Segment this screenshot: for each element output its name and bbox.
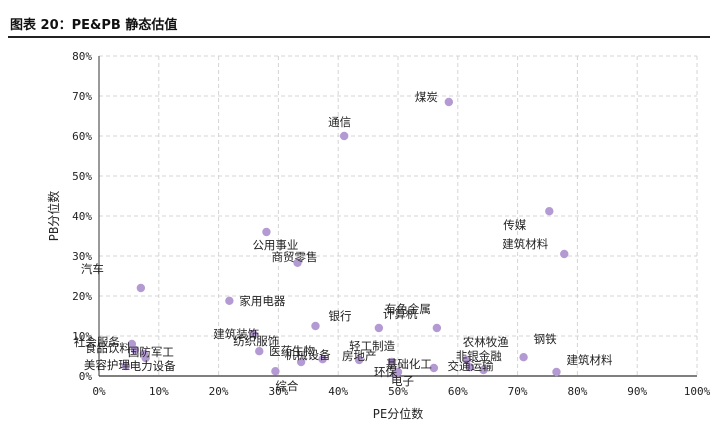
data-point — [462, 355, 471, 365]
data-point — [479, 365, 488, 375]
y-tick-label: 20% — [72, 290, 92, 303]
y-tick-labels: 0% 10% 20% 30% 40% 50% 60% 70% 80% — [72, 50, 92, 383]
x-tick-label: 20% — [209, 385, 229, 398]
point-label: 国防军工 — [128, 345, 174, 359]
point-label: 美容护理 — [84, 358, 130, 372]
y-tick-label: 10% — [72, 330, 92, 343]
chart-title: 图表 20：PE&PB 静态估值 — [10, 18, 178, 33]
data-point — [354, 355, 364, 365]
data-point — [318, 355, 327, 364]
data-point — [387, 357, 397, 367]
point-label: 建筑装饰 — [213, 327, 259, 341]
point-label: 机械设备 — [285, 348, 331, 362]
point-label: 钢铁 — [534, 332, 557, 346]
data-point — [225, 296, 234, 305]
y-tick-label: 30% — [72, 250, 92, 263]
point-label: 基础化工 — [386, 357, 432, 371]
data-point — [296, 357, 306, 367]
y-tick-label: 0% — [79, 370, 93, 383]
point-label: 建筑材料 — [502, 237, 548, 251]
x-axis-title: PE分位数 — [373, 406, 423, 421]
point-label: 煤炭 — [415, 90, 438, 104]
y-axis-title: PB分位数 — [46, 191, 61, 241]
data-point — [293, 258, 302, 267]
data-point — [339, 131, 349, 141]
point-label: 农林牧渔 — [463, 335, 509, 349]
point-label: 有色金属 — [385, 302, 431, 316]
data-point — [141, 353, 150, 363]
point-label: 非银金融 — [456, 349, 502, 363]
point-label: 环保 — [374, 365, 397, 379]
point-label: 公用事业 — [252, 238, 298, 252]
x-tick-label: 10% — [149, 385, 169, 398]
data-point — [545, 207, 554, 216]
data-point — [390, 369, 400, 379]
point-label: 食品饮料 — [85, 341, 131, 355]
chart-header: 图表 20：PE&PB 静态估值 — [0, 0, 718, 40]
data-point — [262, 227, 271, 237]
axes — [98, 56, 697, 377]
x-tick-label: 70% — [508, 385, 528, 398]
data-point — [311, 321, 320, 331]
x-tick-labels: 0% 10% 20% 30% 40% 50% 60% 70% 80% 90% 100% — [92, 385, 710, 398]
point-label: 建筑材料 — [566, 353, 612, 367]
x-tick-label: 30% — [268, 385, 288, 398]
point-label: 交通运输 — [448, 359, 494, 373]
data-point — [271, 367, 280, 376]
data-point — [429, 363, 439, 373]
y-tick-label: 70% — [72, 90, 92, 103]
point-label: 综合 — [275, 379, 298, 393]
point-label: 医药生物 — [269, 344, 315, 358]
point-label: 汽车 — [81, 262, 104, 276]
point-label: 纺织服饰 — [233, 334, 279, 348]
data-point — [519, 353, 528, 362]
y-tick-label: 60% — [72, 130, 92, 143]
point-label: 银行 — [328, 309, 351, 323]
point-label: 房地产 — [342, 349, 377, 363]
y-tick-label: 80% — [72, 50, 92, 63]
x-tick-label: 60% — [448, 385, 468, 398]
data-point — [432, 323, 442, 333]
y-tick-label: 40% — [72, 210, 92, 223]
point-label: 轻工制造 — [349, 339, 395, 353]
data-point — [560, 249, 569, 259]
data-point — [136, 283, 146, 293]
data-point — [121, 361, 131, 371]
x-tick-label: 50% — [388, 385, 408, 398]
data-point — [444, 97, 454, 107]
title-divider — [8, 36, 710, 38]
y-tick-label: 50% — [72, 170, 92, 183]
data-point — [465, 363, 474, 372]
data-point — [255, 347, 264, 356]
point-label: 计算机 — [383, 307, 418, 321]
point-label: 电力设备 — [130, 359, 176, 373]
x-tick-label: 40% — [328, 385, 348, 398]
point-label: 商贸零售 — [272, 250, 318, 264]
x-tick-label: 80% — [567, 385, 587, 398]
data-point — [374, 323, 384, 333]
grid-lines — [98, 55, 698, 377]
data-points — [121, 97, 569, 379]
point-label: 社会服务 — [74, 335, 120, 349]
point-label: 传媒 — [503, 218, 526, 232]
point-label: 通信 — [328, 115, 351, 129]
point-labels: 煤炭通信传媒汽车公用事业商贸零售家用电器钢铁建筑材料有色金属计算机银行建筑装饰纺… — [74, 90, 613, 393]
data-point — [552, 367, 561, 377]
data-point — [130, 345, 140, 355]
x-tick-label: 100% — [684, 385, 711, 398]
data-point — [249, 329, 258, 339]
x-tick-label: 0% — [92, 385, 106, 398]
point-label: 家用电器 — [239, 294, 285, 308]
x-tick-label: 90% — [627, 385, 647, 398]
point-label: 电子 — [391, 374, 414, 388]
